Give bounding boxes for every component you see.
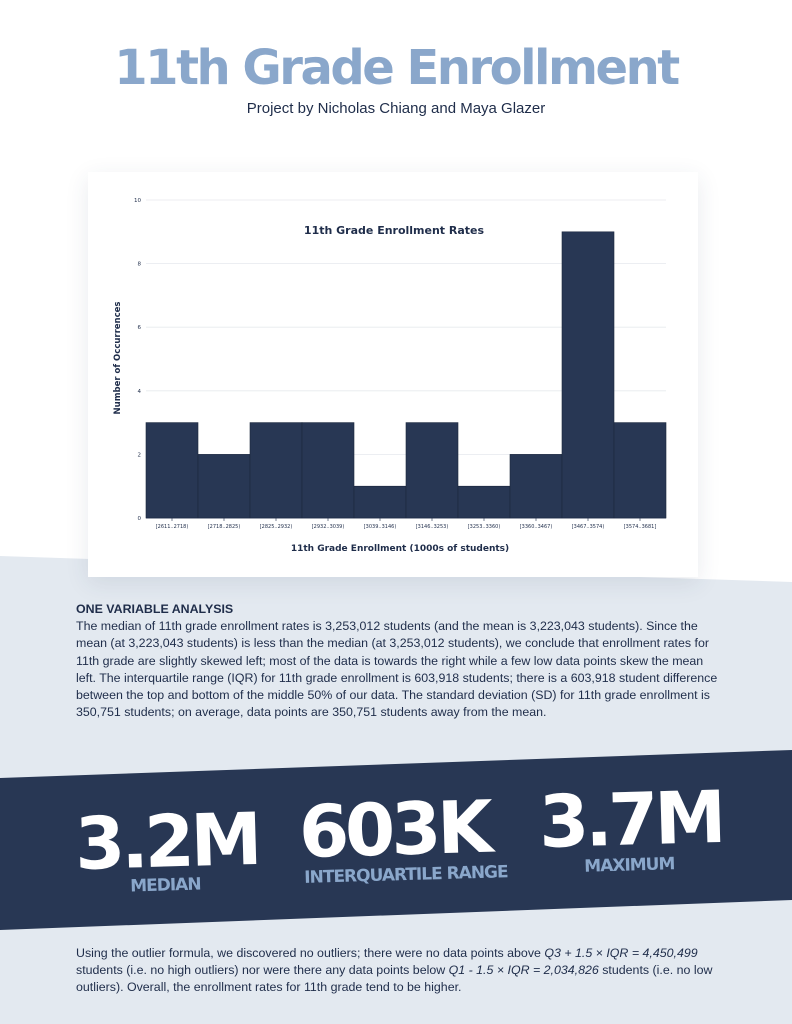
x-tick-label: [3467..3574) [572,524,605,530]
y-tick-label: 8 [138,262,142,268]
outlier-formula-high: Q3 + 1.5 × IQR = 4,450,499 [544,946,698,960]
bar [561,231,615,519]
x-tick-label: [3039..3146) [364,524,397,530]
stat-median: 3.2M MEDIAN [73,796,260,897]
x-tick-label: [2611..2718) [156,524,189,530]
analysis-section: ONE VARIABLE ANALYSIS The median of 11th… [76,601,726,721]
stat-median-value: 3.2M [73,796,260,886]
bar [509,454,563,519]
x-axis-label: 11th Grade Enrollment (1000s of students… [291,544,509,554]
bar [405,422,459,519]
outlier-section: Using the outlier formula, we discovered… [76,945,726,997]
stat-iqr-value: 603K [297,784,491,874]
x-tick-label: [3360..3467) [520,524,553,530]
y-axis-label: Number of Occurrences [113,302,123,415]
analysis-heading: ONE VARIABLE ANALYSIS [76,602,234,616]
y-tick-label: 6 [138,325,142,331]
x-tick-label: [3253..3360) [468,524,501,530]
outlier-text-2: students (i.e. no high outliers) nor wer… [76,963,449,978]
bar [197,454,251,519]
stat-maximum-value: 3.7M [537,774,724,864]
bar [613,422,667,519]
y-tick-label: 0 [138,516,142,522]
y-tick-label: 10 [134,198,141,204]
page-title: 11th Grade Enrollment [114,40,680,96]
bar [249,422,303,519]
stat-iqr: 603K INTERQUARTILE RANGE [297,784,508,888]
x-tick-label: [3574..3681] [624,524,657,530]
stat-median-label: MEDIAN [129,874,201,897]
histogram-chart: 0 2 4 6 8 10 [2611..2718) [2718..2825) [2825..2… [113,198,667,554]
stat-maximum-label: MAXIMUM [583,854,675,877]
x-tick-label: [2718..2825) [208,524,241,530]
bar [301,422,355,519]
bar [353,485,407,519]
outlier-text-1: Using the outlier formula, we discovered… [76,946,545,960]
x-tick-label: [2825..2932) [260,524,293,530]
outlier-formula-low: Q1 - 1.5 × IQR = 2,034,826 [448,963,599,978]
x-ticks: [2611..2718) [2718..2825) [2825..2932) [293… [156,518,657,530]
x-tick-label: [2932..3039) [312,524,345,530]
bar [145,422,199,519]
chart-card: 0 2 4 6 8 10 [2611..2718) [2718..2825) [2825..2… [88,172,698,577]
x-tick-label: [3146..3253) [416,524,449,530]
outlier-text-3: students (i.e. no low outliers). Overall… [76,963,713,995]
navy-band [0,750,792,930]
y-tick-label: 4 [138,389,142,395]
y-tick-label: 2 [138,452,142,458]
stat-maximum: 3.7M MAXIMUM [537,774,724,877]
chart-title: 11th Grade Enrollment Rates [304,224,485,237]
bar [457,485,511,519]
bars [145,231,667,519]
y-ticks: 0 2 4 6 8 10 [134,198,142,522]
page-subtitle: Project by Nicholas Chiang and Maya Glaz… [246,100,546,117]
analysis-body: The median of 11th grade enrollment rate… [76,619,718,720]
